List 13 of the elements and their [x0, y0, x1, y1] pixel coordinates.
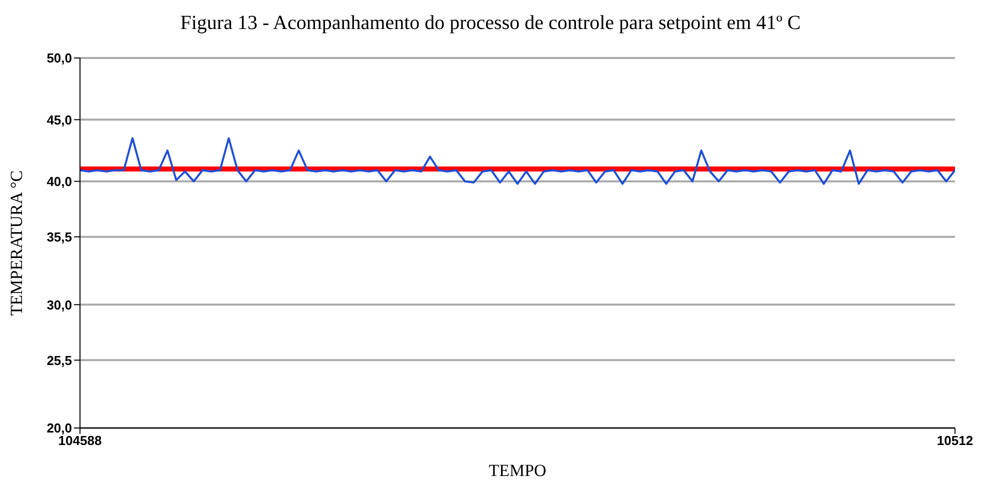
- y-tick-label: 50,0: [46, 50, 72, 66]
- y-tick-label: 45,0: [46, 112, 72, 128]
- x-tick-label: 10512: [936, 433, 974, 448]
- y-tick-label: 35,5: [46, 229, 72, 244]
- chart-title: Figura 13 - Acompanhamento do processo de controle para setpoint em 41º C: [179, 11, 802, 36]
- y-tick-label: 30,0: [46, 297, 72, 312]
- y-axis-title: TEMPERATURA °C: [7, 170, 26, 316]
- y-tick-label: 40,0: [46, 174, 72, 189]
- x-axis-title: TEMPO: [488, 461, 546, 480]
- line-series: [80, 137, 955, 185]
- y-tick-label: 20,0: [46, 420, 72, 436]
- x-tick-label: 104588: [58, 433, 102, 448]
- y-tick-label: 25,5: [46, 352, 72, 368]
